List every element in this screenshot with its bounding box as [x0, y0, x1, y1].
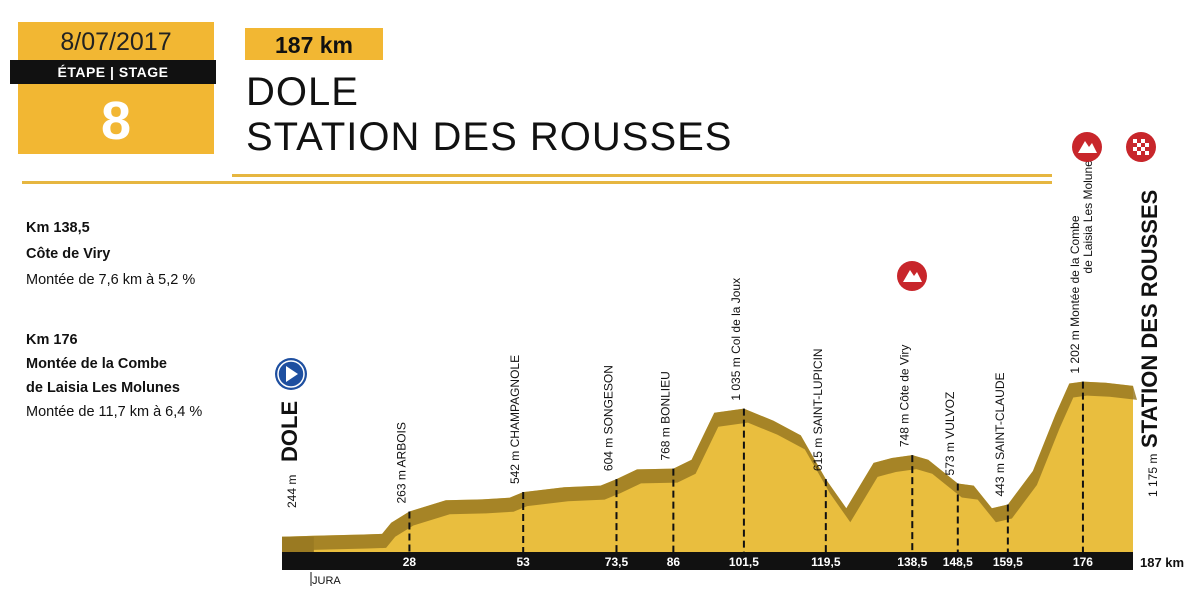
- stage-title-start: DOLE: [246, 70, 359, 114]
- etape-label: ÉTAPE | STAGE: [57, 64, 169, 80]
- waypoint-label: 1 202 m Montée de la Combe: [1068, 215, 1082, 373]
- waypoint-label: 604 m SONGESON: [601, 365, 615, 471]
- mountain-icon: [1078, 141, 1097, 153]
- chequer-square: [1133, 139, 1137, 143]
- gold-rule-bottom: [22, 181, 1052, 184]
- chequer-square: [1145, 143, 1149, 147]
- stage-number-box: 8: [18, 84, 214, 154]
- climb1-desc: Montée de 7,6 km à 5,2 %: [26, 272, 196, 288]
- start-altitude-label: 244 m: [285, 475, 299, 508]
- start-block: [282, 536, 314, 552]
- start-icon-ring: [277, 360, 305, 388]
- gold-rule-top: [232, 174, 1052, 177]
- stage-date-box: 8/07/2017: [18, 22, 214, 60]
- waypoint-labels-group: 263 m ARBOIS 542 m CHAMPAGNOLE 604 m SONGE…: [277, 154, 1162, 508]
- km-axis-band-group: 28 53 73,5 86 101,5 119,5 138,5 148,5 159,5 176 18…: [282, 552, 1184, 587]
- start-town-label: DOLE: [277, 401, 302, 462]
- waypoint-label: 748 m Côte de Viry: [897, 345, 911, 448]
- climb2-km: Km 176: [26, 332, 78, 348]
- waypoint-label: 768 m BONLIEU: [658, 371, 672, 460]
- distance-box: 187 km: [245, 28, 383, 60]
- km-tick-label: 159,5: [993, 555, 1023, 569]
- stage-title-finish: STATION DES ROUSSES: [246, 115, 733, 159]
- waypoint-label: 443 m SAINT-CLAUDE: [993, 372, 1007, 496]
- waypoint-lines-group: [408, 381, 1084, 552]
- km-axis-band: [282, 552, 1133, 570]
- km-tick-label: 101,5: [729, 555, 759, 569]
- stage-number: 8: [100, 91, 132, 151]
- play-arrow-icon: [286, 366, 298, 382]
- finish-altitude-label: 1 175 m: [1146, 454, 1160, 497]
- etape-band: ÉTAPE | STAGE: [10, 60, 216, 84]
- waypoint-label: 615 m SAINT-LUPICIN: [811, 348, 825, 471]
- waypoint-label: 573 m VULVOZ: [943, 392, 957, 476]
- km-tick-label: 176: [1073, 555, 1093, 569]
- km-tick-label: 53: [517, 555, 531, 569]
- chequer-square: [1145, 151, 1149, 155]
- chequer-square: [1141, 147, 1145, 151]
- profile-area-group: [282, 381, 1137, 552]
- chequer-square: [1133, 147, 1137, 151]
- climb2-name-line1: Montée de la Combe: [26, 356, 167, 372]
- waypoint-label: 263 m ARBOIS: [394, 422, 408, 503]
- waypoint-label: 1 035 m Col de la Joux: [729, 278, 743, 401]
- finish-town-label: STATION DES ROUSSES: [1137, 190, 1162, 448]
- km-tick-label: 119,5: [811, 555, 841, 569]
- km-tick-label: 86: [667, 555, 681, 569]
- waypoint-label: 542 m CHAMPAGNOLE: [508, 355, 522, 484]
- km-tick-label: 148,5: [943, 555, 973, 569]
- climb2-desc: Montée de 11,7 km à 6,4 %: [26, 404, 203, 420]
- km-tick-label: 138,5: [897, 555, 927, 569]
- km-tick-label: 28: [403, 555, 417, 569]
- climb2-name-line2: de Laisia Les Molunes: [26, 380, 180, 396]
- mountain-icon: [903, 270, 922, 282]
- km-tick-label: 73,5: [605, 555, 629, 569]
- chequer-square: [1137, 143, 1141, 147]
- stage-date: 8/07/2017: [60, 28, 172, 56]
- chequer-square: [1141, 139, 1145, 143]
- region-label: JURA: [312, 575, 341, 587]
- climb1-name: Côte de Viry: [26, 246, 111, 262]
- icons-group: [275, 132, 1156, 390]
- chequer-square: [1137, 151, 1141, 155]
- climb1-km: Km 138,5: [26, 220, 90, 236]
- profile-ridge-shadow: [282, 381, 1137, 551]
- total-distance-label: 187 km: [1140, 555, 1184, 570]
- waypoint-label-line2: de Laisia Les Molunes: [1081, 154, 1095, 273]
- stage-distance: 187 km: [274, 32, 353, 58]
